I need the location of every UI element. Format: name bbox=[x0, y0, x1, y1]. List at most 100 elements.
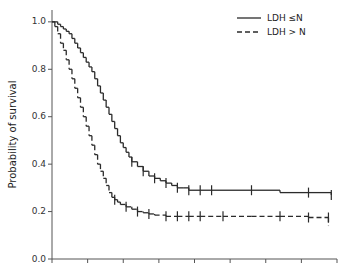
censor-tick bbox=[200, 211, 201, 221]
censor-tick bbox=[114, 195, 115, 205]
step-riser bbox=[71, 34, 72, 39]
legend-label: LDH ≤N bbox=[267, 13, 303, 23]
step-riser bbox=[137, 162, 138, 167]
step-riser bbox=[111, 114, 112, 121]
step-riser bbox=[100, 164, 101, 171]
step-segment bbox=[309, 217, 329, 218]
step-riser bbox=[83, 107, 84, 116]
step-segment bbox=[200, 216, 223, 217]
legend-label: LDH > N bbox=[267, 27, 306, 37]
step-segment bbox=[132, 161, 138, 162]
step-riser bbox=[111, 193, 112, 198]
censor-tick bbox=[148, 209, 149, 219]
censor-tick bbox=[308, 213, 309, 223]
step-segment bbox=[143, 171, 149, 172]
censor-tick bbox=[188, 211, 189, 221]
x-tick bbox=[52, 259, 53, 263]
step-segment bbox=[223, 190, 252, 191]
step-segment bbox=[280, 216, 309, 217]
x-tick bbox=[337, 259, 338, 263]
x-tick bbox=[194, 259, 195, 263]
series bbox=[52, 22, 331, 200]
step-riser bbox=[68, 60, 69, 69]
x-tick bbox=[301, 259, 302, 263]
y-tick bbox=[48, 21, 52, 22]
step-riser bbox=[74, 79, 75, 88]
y-tick bbox=[48, 164, 52, 165]
censor-tick bbox=[177, 183, 178, 193]
censor-tick bbox=[331, 190, 332, 200]
legend-swatch bbox=[237, 31, 261, 32]
step-segment bbox=[183, 187, 189, 188]
step-riser bbox=[66, 50, 67, 59]
x-tick bbox=[230, 259, 231, 263]
step-riser bbox=[106, 100, 107, 107]
y-axis-label: Probability of survival bbox=[7, 80, 18, 188]
censor-tick bbox=[165, 211, 166, 221]
step-riser bbox=[125, 148, 126, 153]
step-segment bbox=[120, 204, 126, 205]
step-riser bbox=[117, 129, 118, 136]
step-segment bbox=[172, 185, 178, 186]
step-riser bbox=[80, 48, 81, 53]
censor-tick bbox=[222, 211, 223, 221]
step-riser bbox=[80, 98, 81, 107]
x-axis bbox=[52, 259, 337, 263]
step-segment bbox=[177, 216, 188, 217]
y-axis-line bbox=[52, 10, 53, 259]
step-segment bbox=[143, 212, 149, 213]
step-segment bbox=[160, 180, 166, 181]
step-riser bbox=[86, 57, 87, 62]
step-riser bbox=[114, 121, 115, 128]
step-riser bbox=[97, 79, 98, 86]
step-segment bbox=[149, 213, 155, 214]
step-segment bbox=[252, 216, 281, 217]
step-riser bbox=[100, 86, 101, 93]
plot-area bbox=[52, 22, 331, 226]
step-riser bbox=[108, 107, 109, 114]
y-tick bbox=[48, 259, 52, 260]
censor-tick bbox=[200, 185, 201, 195]
x-tick bbox=[158, 259, 159, 263]
censor-tick bbox=[154, 173, 155, 183]
step-riser bbox=[60, 34, 61, 43]
y-tick-label: 0.6 bbox=[32, 111, 47, 121]
step-segment bbox=[309, 192, 332, 193]
step-riser bbox=[71, 69, 72, 78]
step-segment bbox=[177, 187, 183, 188]
censor-tick bbox=[143, 166, 144, 176]
x-tick bbox=[87, 259, 88, 263]
step-segment bbox=[126, 206, 132, 207]
step-riser bbox=[88, 126, 89, 135]
censor-tick bbox=[308, 188, 309, 198]
step-segment bbox=[252, 190, 281, 191]
censor-tick bbox=[177, 211, 178, 221]
censor-tick bbox=[137, 207, 138, 217]
step-segment bbox=[223, 216, 252, 217]
step-riser bbox=[74, 38, 75, 43]
step-riser bbox=[123, 143, 124, 148]
step-riser bbox=[120, 136, 121, 143]
y-axis: 0.00.20.40.60.81.0 bbox=[32, 10, 52, 264]
y-tick-label: 0.2 bbox=[32, 206, 46, 216]
step-riser bbox=[88, 62, 89, 67]
step-riser bbox=[83, 53, 84, 58]
step-riser bbox=[103, 93, 104, 100]
step-segment bbox=[155, 214, 166, 215]
step-riser bbox=[54, 22, 55, 27]
y-tick bbox=[48, 211, 52, 212]
step-segment bbox=[212, 190, 223, 191]
step-segment bbox=[166, 216, 177, 217]
step-riser bbox=[91, 136, 92, 145]
step-segment bbox=[138, 211, 144, 212]
step-riser bbox=[63, 43, 64, 50]
censor-tick bbox=[125, 202, 126, 212]
censor-tick bbox=[211, 185, 212, 195]
x-tick bbox=[123, 259, 124, 263]
step-segment bbox=[189, 190, 200, 191]
censor-tick bbox=[328, 213, 329, 223]
legend-swatch bbox=[237, 17, 261, 18]
censor-tick bbox=[165, 178, 166, 188]
y-tick bbox=[48, 69, 52, 70]
step-riser bbox=[97, 155, 98, 164]
